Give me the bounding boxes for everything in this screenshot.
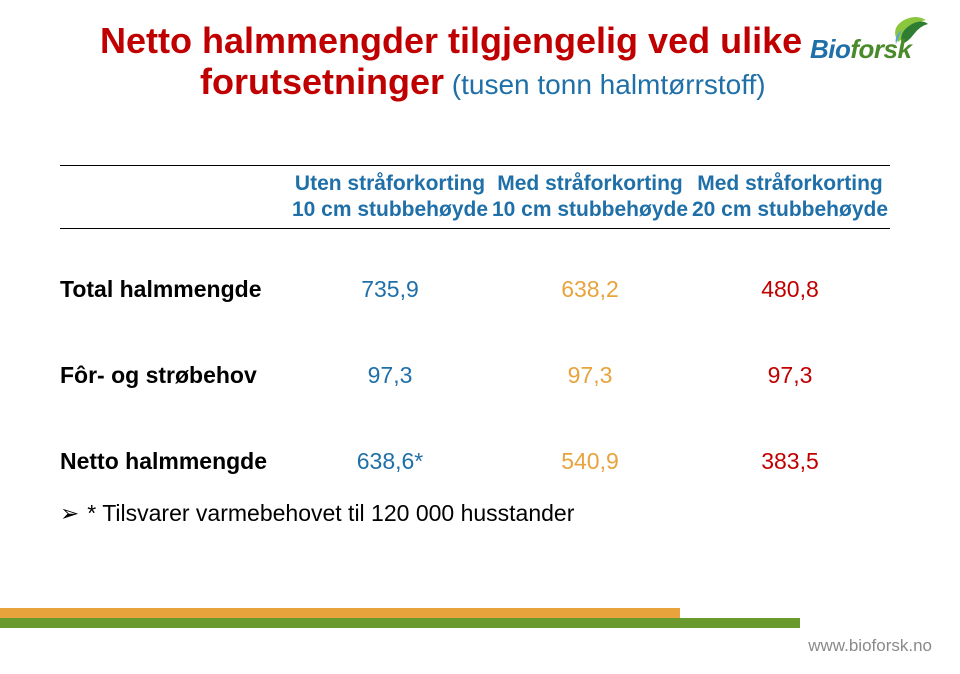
logo-text: Bioforsk xyxy=(810,34,911,65)
decor-stripe-green xyxy=(0,618,800,628)
logo-text-bio: Bio xyxy=(810,34,850,64)
table-header-row: Uten stråforkorting10 cm stubbehøyde Med… xyxy=(60,166,890,229)
cell: 97,3 xyxy=(690,349,890,401)
bullet-arrow-icon: ➢ xyxy=(60,500,79,527)
row-label-netto: Netto halmmengde xyxy=(60,435,290,487)
data-table: Uten stråforkorting10 cm stubbehøyde Med… xyxy=(60,165,890,487)
col-header-2: Med stråforkorting10 cm stubbehøyde xyxy=(490,166,690,229)
bioforsk-logo: Bioforsk xyxy=(810,16,930,66)
cell: 97,3 xyxy=(290,349,490,401)
title-main: forutsetninger xyxy=(200,61,444,102)
row-label-for: Fôr- og strøbehov xyxy=(60,349,290,401)
logo-text-forsk: forsk xyxy=(850,34,911,64)
cell: 638,6* xyxy=(290,435,490,487)
slide-title: Netto halmmengder tilgjengelig ved ulike… xyxy=(100,20,820,103)
cell: 540,9 xyxy=(490,435,690,487)
cell: 97,3 xyxy=(490,349,690,401)
slide: Netto halmmengder tilgjengelig ved ulike… xyxy=(0,0,960,674)
row-label-total: Total halmmengde xyxy=(60,263,290,315)
title-subtitle: (tusen tonn halmtørrstoff) xyxy=(444,69,766,100)
title-line-1: Netto halmmengder tilgjengelig ved ulike xyxy=(100,20,820,61)
title-line-2: forutsetninger (tusen tonn halmtørrstoff… xyxy=(100,61,820,102)
cell: 383,5 xyxy=(690,435,890,487)
cell: 735,9 xyxy=(290,263,490,315)
col-header-3: Med stråforkorting20 cm stubbehøyde xyxy=(690,166,890,229)
footnote: ➢ * Tilsvarer varmebehovet til 120 000 hu… xyxy=(60,500,574,527)
cell: 638,2 xyxy=(490,263,690,315)
footer-url: www.bioforsk.no xyxy=(808,636,932,656)
table-row: Total halmmengde 735,9 638,2 480,8 xyxy=(60,263,890,315)
decor-stripe-orange xyxy=(0,608,680,618)
table-corner xyxy=(60,166,290,229)
footnote-text: * Tilsvarer varmebehovet til 120 000 hus… xyxy=(87,500,574,526)
table-row: Fôr- og strøbehov 97,3 97,3 97,3 xyxy=(60,349,890,401)
col-header-1: Uten stråforkorting10 cm stubbehøyde xyxy=(290,166,490,229)
cell: 480,8 xyxy=(690,263,890,315)
table-row: Netto halmmengde 638,6* 540,9 383,5 xyxy=(60,435,890,487)
